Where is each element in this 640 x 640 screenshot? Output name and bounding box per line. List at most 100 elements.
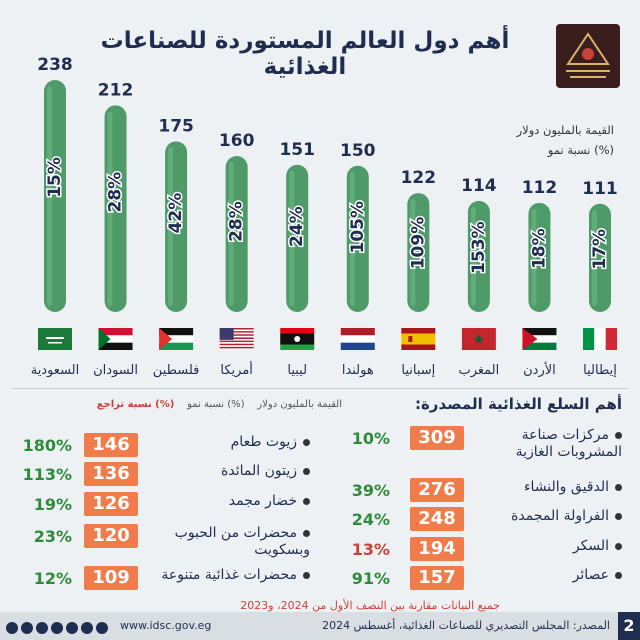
- growth-label: 28%: [106, 172, 126, 213]
- value-label: 114: [461, 176, 497, 196]
- goods-name: محضرات غذائية متنوعة: [161, 567, 297, 583]
- category-label: المغرب: [458, 363, 499, 378]
- goods-pct: 180%: [22, 436, 72, 455]
- growth-label: 15%: [45, 157, 65, 198]
- category-label: السودان: [93, 363, 138, 378]
- value-label: 122: [401, 168, 437, 188]
- goods-value: 126: [84, 492, 138, 516]
- goods-name: عصائر: [572, 567, 609, 583]
- footer: www.idsc.gov.eg المصدر: المجلس التصديري …: [0, 612, 640, 640]
- page-title: أهم دول العالم المستوردة للصناعات الغذائ…: [100, 28, 510, 80]
- growth-label: 24%: [287, 206, 307, 247]
- legend-growth: (%) نسبة نمو: [547, 143, 614, 157]
- chart-legend: القيمة بالمليون دولار (%) نسبة نمو: [517, 120, 614, 160]
- website-link[interactable]: www.idsc.gov.eg: [120, 619, 212, 632]
- x-icon[interactable]: [21, 622, 33, 634]
- idsc-logo: [556, 24, 620, 88]
- goods-name: الفراولة المجمدة: [511, 508, 609, 524]
- bullet-icon: [615, 512, 622, 520]
- goods-pct: 24%: [351, 510, 390, 529]
- linkedin-icon[interactable]: [66, 622, 78, 634]
- goods-value: 276: [410, 478, 464, 502]
- goods-item: عصائر: [472, 567, 622, 584]
- goods-legend-value: القيمة بالمليون دولار: [257, 399, 342, 410]
- goods-legend-decline: (%) نسبة تراجع: [96, 399, 175, 410]
- flag-sudan-icon: [98, 328, 133, 350]
- growth-label: 109%: [408, 217, 428, 270]
- page-number: 2: [618, 612, 640, 640]
- goods-item: محضرات غذائية متنوعة: [150, 567, 310, 584]
- bar-highlight: [289, 170, 295, 306]
- goods-name: السكر: [572, 538, 609, 554]
- category-label: أمريكا: [220, 361, 253, 378]
- bar-highlight: [168, 147, 174, 306]
- growth-label: 18%: [529, 228, 549, 269]
- bullet-icon: [303, 467, 310, 475]
- goods-name: خضار مجمد: [228, 493, 297, 509]
- value-label: 175: [158, 116, 194, 136]
- bullet-icon: [615, 483, 622, 491]
- goods-name: الدقيق والنشاء: [523, 479, 609, 495]
- goods-item: الفراولة المجمدة: [472, 508, 622, 525]
- youtube-icon[interactable]: [51, 622, 63, 634]
- goods-item: زيوت طعام: [150, 434, 310, 451]
- category-label: فلسطين: [153, 363, 200, 378]
- goods-pct: 10%: [351, 429, 390, 448]
- bullet-icon: [303, 571, 310, 579]
- goods-value: 248: [410, 507, 464, 531]
- flag-saudi-icon: [38, 328, 72, 350]
- bar-highlight: [47, 86, 52, 306]
- category-label: إسبانيا: [401, 363, 435, 378]
- bar-highlight: [107, 111, 113, 306]
- flag-palestine-icon: [159, 328, 194, 350]
- bullet-icon: [303, 497, 310, 505]
- bar-highlight: [349, 171, 355, 306]
- goods-legend: القيمة بالمليون دولار (%) نسبة نمو (%) ن…: [12, 399, 342, 410]
- legend-value: القيمة بالمليون دولار: [516, 123, 614, 137]
- growth-label: 42%: [166, 193, 186, 234]
- goods-pct: 19%: [33, 495, 72, 514]
- goods-name: زيتون المائدة: [221, 463, 297, 479]
- flag-morocco-icon: [461, 328, 496, 350]
- goods-value: 194: [410, 537, 464, 561]
- goods-value: 146: [84, 433, 138, 457]
- value-label: 111: [582, 179, 618, 199]
- goods-item: الدقيق والنشاء: [472, 479, 622, 496]
- bar-highlight: [531, 208, 537, 306]
- bar-highlight: [228, 162, 234, 306]
- goods-legend-growth: (%) نسبة نمو: [187, 399, 245, 410]
- facebook-icon[interactable]: [6, 622, 18, 634]
- flag-netherlands-icon: [340, 328, 375, 350]
- goods-name: مركزات صناعة المشروبات الغازية: [515, 427, 622, 460]
- goods-item: محضرات من الحبوب وبسكويت: [150, 525, 310, 559]
- whatsapp-icon[interactable]: [96, 622, 108, 634]
- category-label: ليبيا: [287, 363, 307, 378]
- goods-pct: 13%: [351, 540, 390, 559]
- goods-name: زيوت طعام: [230, 434, 297, 450]
- bullet-icon: [615, 542, 622, 550]
- telegram-icon[interactable]: [81, 622, 93, 634]
- goods-item: السكر: [472, 538, 622, 555]
- category-label: الأردن: [523, 361, 556, 378]
- category-label: السعودية: [31, 363, 80, 378]
- bullet-icon: [303, 438, 310, 446]
- goods-item: مركزات صناعة المشروبات الغازية: [472, 427, 622, 461]
- value-label: 212: [98, 80, 134, 100]
- growth-label: 28%: [227, 201, 247, 242]
- flag-usa-icon: [219, 328, 254, 350]
- goods-pct: 113%: [22, 465, 72, 484]
- bullet-icon: [615, 431, 622, 439]
- value-label: 160: [219, 131, 255, 151]
- goods-value: 157: [410, 566, 464, 590]
- bar-chart: 238 15% السعودية 212 28% السودان 175 42% فلسطين 1…: [31, 55, 618, 378]
- instagram-icon[interactable]: [36, 622, 48, 634]
- flag-jordan-icon: [522, 328, 557, 350]
- goods-pct: 12%: [33, 569, 72, 588]
- goods-pct: 91%: [351, 569, 390, 588]
- growth-label: 153%: [469, 221, 489, 274]
- bar-highlight: [592, 209, 597, 306]
- goods-value: 120: [84, 524, 138, 548]
- bullet-icon: [303, 529, 310, 537]
- goods-pct: 23%: [33, 527, 72, 546]
